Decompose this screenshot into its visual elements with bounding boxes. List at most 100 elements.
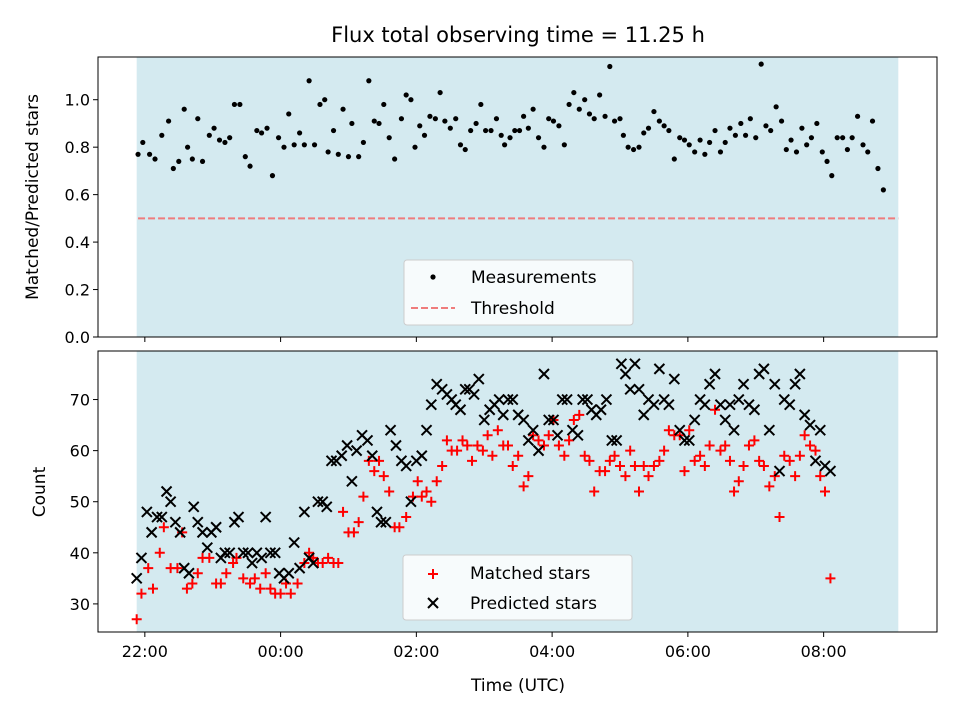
bottom-panel: 30 40 50 60 70 22:00 00:00 02:00 04:00 06:00 08:0… bbox=[30, 350, 938, 696]
measurement-point bbox=[707, 139, 713, 146]
predicted-star-point bbox=[473, 373, 485, 385]
y-tick-label: 1.0 bbox=[65, 91, 90, 110]
measurement-point bbox=[854, 113, 861, 119]
matched-star-point bbox=[487, 450, 498, 461]
measurement-point bbox=[783, 146, 789, 153]
measurement-point bbox=[286, 111, 292, 117]
measurement-point bbox=[502, 142, 508, 148]
predicted-star-point bbox=[223, 547, 236, 559]
predicted-star-point bbox=[543, 414, 555, 426]
matched-star-point bbox=[384, 486, 395, 497]
measurement-point bbox=[206, 132, 212, 138]
measurement-point bbox=[793, 149, 800, 155]
matched-star-point bbox=[579, 450, 590, 461]
measurement-point bbox=[482, 127, 489, 134]
measurement-point bbox=[824, 158, 830, 165]
measurement-point bbox=[625, 144, 631, 150]
predicted-star-point bbox=[532, 444, 545, 457]
measurement-point bbox=[844, 146, 850, 153]
measurement-point bbox=[722, 139, 728, 146]
bottom-y-ticks: 30 40 50 60 70 bbox=[70, 391, 98, 614]
matched-star-point bbox=[353, 517, 364, 528]
matched-star-point bbox=[679, 466, 690, 477]
predicted-star-point bbox=[619, 368, 632, 380]
matched-star-point bbox=[136, 588, 147, 599]
predicted-star-point bbox=[246, 557, 258, 569]
matched-star-points bbox=[131, 404, 836, 625]
measurement-point bbox=[681, 137, 688, 143]
measurement-point bbox=[398, 116, 405, 122]
matched-star-point bbox=[609, 450, 620, 461]
predicted-star-point bbox=[615, 358, 628, 370]
predicted-star-point bbox=[237, 547, 249, 559]
measurement-point bbox=[189, 156, 195, 162]
predicted-star-point bbox=[798, 409, 811, 421]
measurement-point bbox=[620, 132, 626, 138]
predicted-star-point bbox=[416, 450, 428, 462]
measurement-point bbox=[135, 151, 141, 157]
predicted-star-point bbox=[789, 378, 801, 390]
measurement-point bbox=[231, 101, 238, 108]
top-x-ticks bbox=[144, 337, 825, 342]
predicted-star-point bbox=[688, 414, 701, 426]
matched-star-point bbox=[704, 440, 715, 451]
matched-star-point bbox=[779, 450, 790, 461]
matched-star-point bbox=[825, 573, 836, 584]
predicted-star-point bbox=[478, 414, 490, 426]
matched-star-point bbox=[743, 440, 754, 451]
matched-star-point bbox=[774, 512, 785, 523]
matched-star-point bbox=[518, 481, 529, 492]
measurement-point bbox=[275, 135, 282, 141]
measurement-point bbox=[860, 142, 866, 148]
measurement-point bbox=[541, 144, 547, 150]
predicted-star-point bbox=[678, 434, 691, 447]
matched-star-point bbox=[215, 578, 226, 589]
measurement-point bbox=[521, 113, 527, 119]
predicted-star-point bbox=[638, 409, 650, 421]
measurement-point bbox=[462, 146, 468, 153]
predicted-star-point bbox=[384, 424, 397, 436]
matched-star-point bbox=[634, 486, 645, 497]
legend-x-marker bbox=[427, 597, 439, 609]
measurement-point bbox=[561, 142, 567, 148]
measurement-point bbox=[788, 137, 794, 143]
matched-star-point bbox=[654, 455, 665, 466]
predicted-star-point bbox=[454, 404, 467, 416]
measurement-point bbox=[753, 135, 759, 141]
matched-star-point bbox=[799, 430, 810, 441]
matched-star-point bbox=[228, 558, 239, 569]
predicted-star-point bbox=[420, 424, 433, 436]
matched-star-point bbox=[172, 563, 183, 574]
measurement-point bbox=[742, 132, 749, 138]
predicted-star-point bbox=[141, 506, 153, 518]
predicted-star-point bbox=[307, 557, 319, 569]
matched-star-point bbox=[684, 425, 695, 436]
y-tick-label: 50 bbox=[70, 493, 90, 512]
matched-star-point bbox=[574, 409, 585, 420]
y-tick-label: 0.6 bbox=[65, 186, 90, 205]
predicted-star-point bbox=[232, 511, 245, 523]
matched-star-point bbox=[426, 496, 437, 507]
measurement-point bbox=[247, 163, 253, 169]
measurement-point bbox=[808, 135, 815, 141]
measurement-point bbox=[591, 116, 597, 122]
matched-star-point bbox=[255, 583, 266, 594]
matched-star-point bbox=[457, 435, 468, 446]
measurement-point bbox=[386, 135, 392, 141]
measurement-point bbox=[875, 165, 881, 172]
measurement-point bbox=[281, 144, 287, 150]
matched-star-point bbox=[710, 404, 721, 415]
measurement-point bbox=[507, 135, 513, 141]
predicted-star-point bbox=[733, 393, 745, 406]
matched-star-point bbox=[265, 583, 276, 594]
matched-star-point bbox=[421, 486, 432, 497]
predicted-star-point bbox=[572, 429, 584, 442]
predicted-star-point bbox=[390, 439, 402, 452]
y-tick-label: 0.4 bbox=[65, 233, 90, 252]
x-tick-label: 22:00 bbox=[122, 642, 168, 661]
predicted-star-point bbox=[192, 516, 204, 528]
measurement-point bbox=[216, 137, 223, 143]
matched-star-point bbox=[323, 552, 334, 563]
top-y-axis-label: Matched/Predicted stars bbox=[23, 94, 43, 300]
matched-star-point bbox=[181, 583, 192, 594]
